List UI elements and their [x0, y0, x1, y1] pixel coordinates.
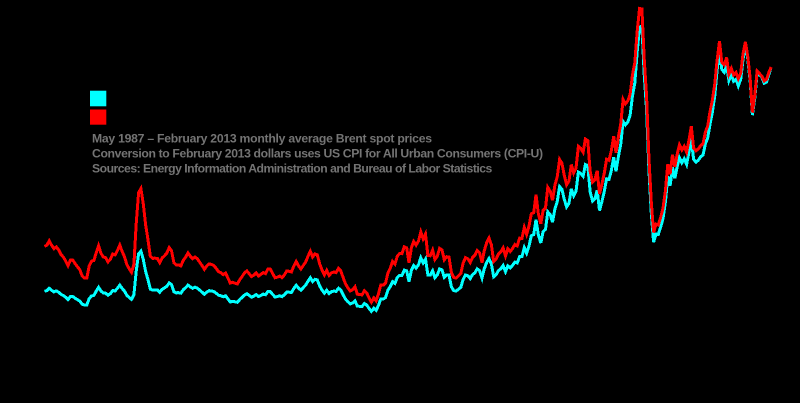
- svg-text:Conversion to February 2013 do: Conversion to February 2013 dollars uses…: [92, 147, 543, 161]
- svg-text:May 1987 – February 2013 month: May 1987 – February 2013 monthly average…: [92, 132, 432, 146]
- svg-text:Sources: Energy Information Ad: Sources: Energy Information Administrati…: [92, 162, 493, 176]
